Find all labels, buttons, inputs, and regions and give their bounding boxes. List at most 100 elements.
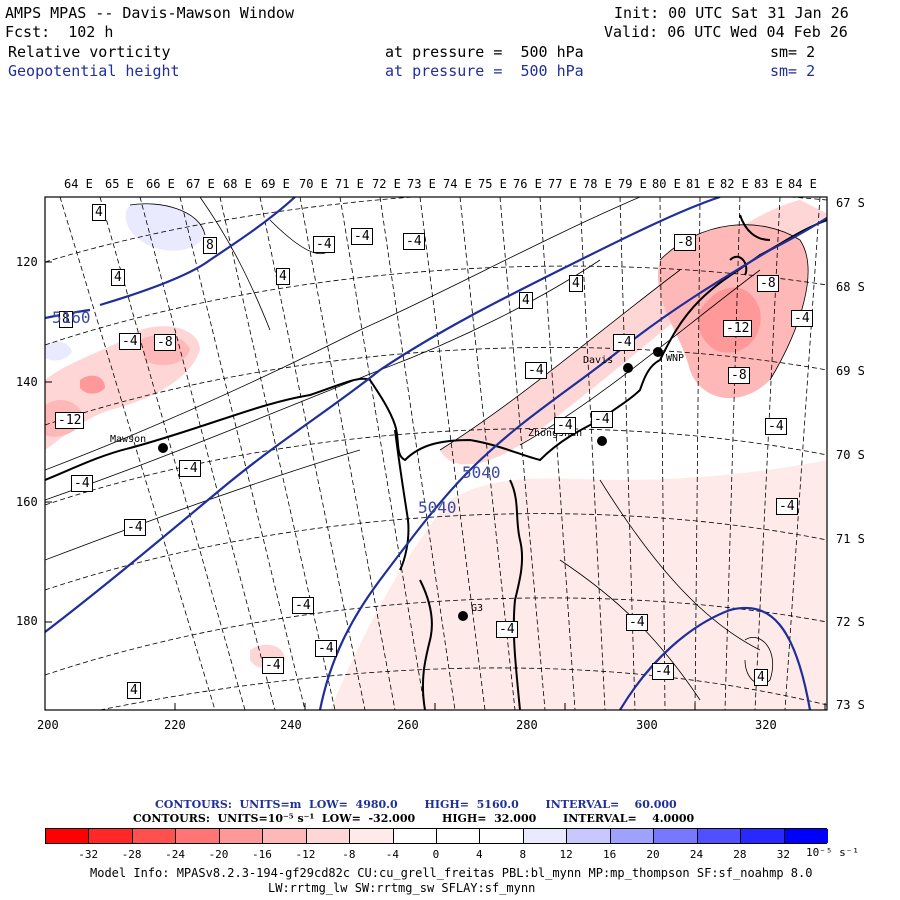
- colorbar-tick-label: 16: [602, 848, 617, 861]
- davis-marker: [623, 363, 633, 373]
- lon-label: 75 E: [478, 177, 507, 191]
- colorbar-cell: [437, 829, 481, 843]
- vorticity-label: -8: [728, 367, 750, 384]
- station-label-g3: G3: [471, 603, 484, 614]
- vorticity-label: 4: [127, 682, 141, 699]
- colorbar-cell: [89, 829, 133, 843]
- vorticity-label: -4: [403, 233, 425, 250]
- station-label-davis: Davis: [583, 355, 614, 366]
- colorbar-tick-label: -4: [385, 848, 399, 861]
- lat-label: 72 S: [836, 615, 865, 629]
- lat-label: 71 S: [836, 532, 865, 546]
- vorticity-shading: [45, 200, 827, 710]
- lon-label: 74 E: [443, 177, 472, 191]
- vorticity-label: -4: [351, 228, 373, 245]
- vorticity-label: -4: [315, 640, 337, 657]
- colorbar-cell: [350, 829, 394, 843]
- lon-label: 84 E: [788, 177, 817, 191]
- vorticity-label: -4: [525, 362, 547, 379]
- valid-time: Valid: 06 UTC Wed 04 Feb 26: [604, 23, 848, 41]
- frame-ticks: [44, 261, 826, 710]
- lon-label: 73 E: [407, 177, 436, 191]
- lon-label: 81 E: [686, 177, 715, 191]
- vorticity-label: -4: [71, 475, 93, 492]
- colorbar-cell: [219, 829, 264, 843]
- colorbar-tick-label: -28: [121, 848, 142, 861]
- colorbar-cell: [654, 829, 698, 843]
- vorticity-label: -4: [496, 621, 518, 638]
- y-tick-label: 180: [16, 614, 38, 628]
- map-title: AMPS MPAS -- Davis-Mawson Window: [5, 4, 294, 22]
- vorticity-label: 4: [92, 204, 106, 221]
- lon-label: 69 E: [261, 177, 290, 191]
- colorbar-cell: [306, 829, 351, 843]
- vorticity-label: -4: [776, 498, 798, 515]
- lon-label: 80 E: [652, 177, 681, 191]
- vorticity-contour-info: CONTOURS: UNITS=10⁻⁵ s⁻¹ LOW= -32.000 HI…: [133, 812, 695, 825]
- x-tick-label: 320: [755, 718, 777, 732]
- vorticity-label: 4: [569, 275, 583, 292]
- colorbar-cell: [393, 829, 437, 843]
- vorticity-label: 4: [111, 269, 125, 286]
- colorbar-tick-label: -12: [295, 848, 316, 861]
- lat-label: 70 S: [836, 448, 865, 462]
- vorticity-label: 4: [276, 268, 290, 285]
- wnp-marker: [653, 347, 663, 357]
- vorticity-label: 8: [203, 237, 217, 254]
- colorbar-cell: [610, 829, 655, 843]
- vorticity-label: -4: [119, 333, 141, 350]
- x-tick-label: 220: [164, 718, 186, 732]
- lon-label: 76 E: [513, 177, 542, 191]
- lon-label: 83 E: [754, 177, 783, 191]
- vorticity-label: -4: [313, 236, 335, 253]
- lon-label: 71 E: [335, 177, 364, 191]
- vorticity-label: -4: [626, 614, 648, 631]
- colorbar-tick-label: 20: [646, 848, 660, 861]
- field1-smooth: sm= 2: [770, 43, 816, 61]
- y-tick-label: 160: [16, 495, 38, 509]
- height-label: 5160: [52, 308, 91, 327]
- lon-label: 67 E: [186, 177, 215, 191]
- mawson-marker: [158, 443, 168, 453]
- vorticity-label: -12: [55, 412, 85, 429]
- vorticity-label: -4: [791, 310, 813, 327]
- vorticity-label: -4: [179, 460, 201, 477]
- colorbar-cell: [523, 829, 568, 843]
- vorticity-label: -4: [292, 597, 314, 614]
- vorticity-label: -8: [154, 334, 176, 351]
- lat-label: 69 S: [836, 364, 865, 378]
- x-tick-label: 300: [636, 718, 658, 732]
- lat-label: 73 S: [836, 698, 865, 712]
- vorticity-label: 4: [754, 669, 768, 686]
- lon-label: 65 E: [105, 177, 134, 191]
- vorticity-label: -4: [652, 663, 674, 680]
- colorbar-cell: [567, 829, 611, 843]
- x-tick-label: 280: [516, 718, 538, 732]
- colorbar-cell: [132, 829, 177, 843]
- colorbar-cell: [741, 829, 785, 843]
- lon-label: 68 E: [223, 177, 252, 191]
- x-tick-label: 240: [280, 718, 302, 732]
- colorbar-tick-label: 28: [733, 848, 747, 861]
- colorbar-cell: [176, 829, 220, 843]
- colorbar-tick-label: -24: [165, 848, 185, 861]
- station-label-wnp: WNP: [666, 353, 685, 364]
- field2-smooth: sm= 2: [770, 62, 816, 80]
- colorbar-tick-label: -8: [342, 848, 356, 861]
- model-info: Model Info: MPASv8.2.3-194-gf29cd82c CU:…: [90, 866, 813, 880]
- field1-name: Relative vorticity: [8, 43, 171, 61]
- colorbar-cell: [480, 829, 524, 843]
- y-tick-label: 120: [16, 255, 38, 269]
- vorticity-label: -4: [591, 411, 613, 428]
- field2-name: Geopotential height: [8, 62, 180, 80]
- colorbar-tick-label: 32: [776, 848, 790, 861]
- height-contours: [45, 197, 827, 710]
- zhongshan-marker: [597, 436, 607, 446]
- colorbar-tick-label: 4: [476, 848, 483, 861]
- y-tick-label: 140: [16, 375, 38, 389]
- vorticity-label: -4: [613, 334, 635, 351]
- colorbar-tick-label: -20: [208, 848, 229, 861]
- x-tick-label: 260: [397, 718, 419, 732]
- lon-label: 70 E: [299, 177, 328, 191]
